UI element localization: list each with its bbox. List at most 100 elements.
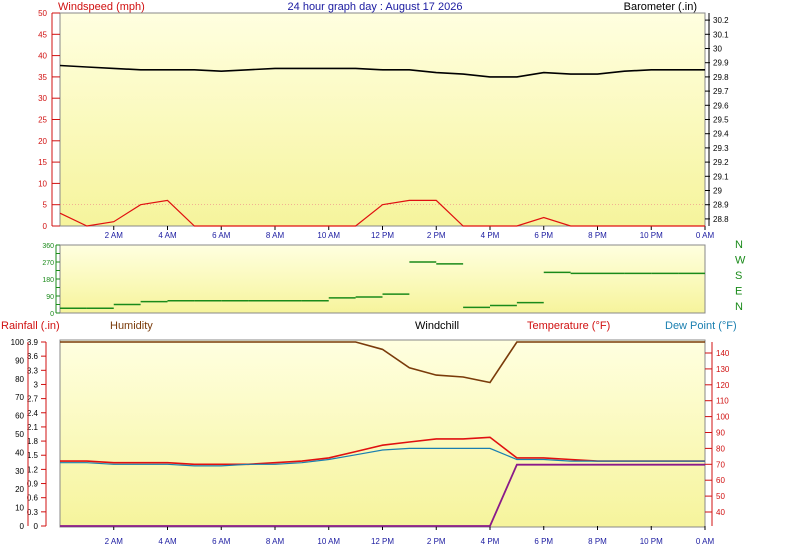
time-tick-label: 2 PM xyxy=(427,537,446,546)
time-tick-label: 4 AM xyxy=(158,537,177,546)
compass-label: N xyxy=(735,239,743,251)
humidity-tick-label: 100 xyxy=(11,338,25,347)
dewpoint-line xyxy=(60,447,705,467)
time-tick-label: 0 AM xyxy=(696,231,715,240)
rainfall-tick-label: 2.4 xyxy=(27,409,39,418)
temperature-tick-label: 120 xyxy=(716,381,730,390)
barometer-tick-label: 29.5 xyxy=(713,116,729,125)
humidity-tick-label: 80 xyxy=(15,375,24,384)
humidity-tick-label: 60 xyxy=(15,412,24,421)
time-axis-top: 2 AM 4 AM 6 AM 8 AM 10 AM 12 PM 2 PM 4 PM 6 PM 8 … xyxy=(105,226,715,240)
compass-label: W xyxy=(735,255,746,267)
direction-tick-label: 90 xyxy=(46,294,54,301)
time-tick-label: 8 PM xyxy=(588,231,607,240)
windspeed-tick-label: 5 xyxy=(43,201,48,210)
barometer-tick-label: 29.7 xyxy=(713,87,729,96)
windspeed-tick-label: 20 xyxy=(38,137,47,146)
compass-label: S xyxy=(735,270,742,282)
windspeed-axis: 0 5 10 15 20 25 30 35 40 45 50 xyxy=(38,9,705,231)
humidity-tick-label: 70 xyxy=(15,393,24,402)
temperature-tick-label: 90 xyxy=(716,429,725,438)
compass-label: N xyxy=(735,301,743,313)
time-tick-label: 8 PM xyxy=(588,537,607,546)
barometer-tick-label: 29.2 xyxy=(713,158,729,167)
rainfall-tick-label: 0.6 xyxy=(27,494,39,503)
barometer-tick-label: 29.9 xyxy=(713,59,729,68)
temperature-tick-label: 70 xyxy=(716,460,725,469)
time-tick-label: 2 AM xyxy=(105,231,124,240)
barometer-tick-label: 29.3 xyxy=(713,144,729,153)
direction-tick-label: 270 xyxy=(42,260,54,267)
humidity-tick-label: 20 xyxy=(15,485,24,494)
rainfall-line xyxy=(60,463,705,527)
barometer-tick-label: 29.4 xyxy=(713,130,729,139)
rainfall-tick-label: 3.9 xyxy=(27,338,39,347)
temperature-tick-label: 80 xyxy=(716,444,725,453)
rainfall-tick-label: 3 xyxy=(34,380,39,389)
windspeed-tick-label: 15 xyxy=(38,158,47,167)
time-axis-bottom: 2 AM 4 AM 6 AM 8 AM 10 AM 12 PM 2 PM 4 PM 6 PM 8 … xyxy=(105,526,715,546)
humidity-axis: 0 10 20 30 40 50 60 70 80 90 100 xyxy=(11,338,25,531)
temperature-tick-label: 40 xyxy=(716,508,725,517)
wind-panel xyxy=(59,12,706,227)
time-tick-label: 6 PM xyxy=(534,231,553,240)
barometer-tick-label: 28.8 xyxy=(713,215,729,224)
temperature-tick-label: 130 xyxy=(716,365,730,374)
compass-label: E xyxy=(735,286,742,298)
legend-humidity: Humidity xyxy=(110,320,153,332)
temperature-tick-label: 110 xyxy=(716,397,729,406)
rainfall-tick-label: 1.5 xyxy=(27,451,39,460)
barometer-tick-label: 30 xyxy=(713,45,722,54)
temperature-tick-label: 50 xyxy=(716,492,725,501)
time-tick-label: 6 AM xyxy=(212,231,231,240)
rainfall-tick-label: 3.3 xyxy=(27,366,39,375)
temperature-tick-label: 100 xyxy=(716,413,730,422)
time-tick-label: 4 AM xyxy=(158,231,177,240)
time-tick-label: 6 PM xyxy=(534,537,553,546)
direction-tick-label: 0 xyxy=(50,311,54,318)
humidity-tick-label: 90 xyxy=(15,356,24,365)
rainfall-axis-title: Rainfall (.in) xyxy=(1,320,60,332)
time-tick-label: 0 AM xyxy=(696,537,715,546)
rainfall-tick-label: 3.6 xyxy=(27,352,39,361)
time-tick-label: 10 AM xyxy=(317,537,340,546)
time-tick-label: 10 AM xyxy=(317,231,340,240)
windspeed-tick-label: 40 xyxy=(38,52,47,61)
windspeed-tick-label: 50 xyxy=(38,9,47,18)
time-tick-label: 12 PM xyxy=(371,231,394,240)
rainfall-tick-label: 1.8 xyxy=(27,437,39,446)
barometer-line xyxy=(59,64,705,78)
rainfall-tick-label: 0.9 xyxy=(27,480,39,489)
time-tick-label: 8 AM xyxy=(266,231,285,240)
temperature-tick-label: 140 xyxy=(716,349,730,358)
legend-windchill: Windchill xyxy=(415,320,459,332)
windspeed-tick-label: 25 xyxy=(38,116,47,125)
legend-dewpoint: Dew Point (°F) xyxy=(665,320,737,332)
barometer-tick-label: 28.9 xyxy=(713,201,729,210)
rainfall-tick-label: 0.3 xyxy=(27,508,39,517)
direction-panel xyxy=(59,244,706,314)
windspeed-tick-label: 45 xyxy=(38,30,47,39)
windspeed-tick-label: 0 xyxy=(43,222,48,231)
humidity-tick-label: 0 xyxy=(20,522,25,531)
windspeed-line xyxy=(59,199,705,227)
direction-axis: 0 90 180 270 360 xyxy=(42,243,60,318)
barometer-tick-label: 29.6 xyxy=(713,101,729,110)
humidity-tick-label: 50 xyxy=(15,430,24,439)
time-tick-label: 10 PM xyxy=(640,231,663,240)
rainfall-axis: 0 0.3 0.6 0.9 1.2 1.5 1.8 2.1 2.4 2.7 3 3.3 3.6 3.9 xyxy=(27,338,47,531)
temperature-axis: 40 50 60 70 80 90 100 110 120 130 140 xyxy=(705,342,730,526)
windspeed-tick-label: 10 xyxy=(38,179,47,188)
temperature-panel xyxy=(59,339,706,528)
rainfall-tick-label: 1.2 xyxy=(27,465,39,474)
rainfall-tick-label: 0 xyxy=(34,522,39,531)
rainfall-tick-label: 2.1 xyxy=(27,423,39,432)
barometer-tick-label: 29 xyxy=(713,187,722,196)
humidity-tick-label: 30 xyxy=(15,467,24,476)
direction-series xyxy=(60,261,705,310)
humidity-tick-label: 40 xyxy=(15,448,24,457)
time-tick-label: 6 AM xyxy=(212,537,231,546)
direction-tick-label: 360 xyxy=(42,243,54,250)
